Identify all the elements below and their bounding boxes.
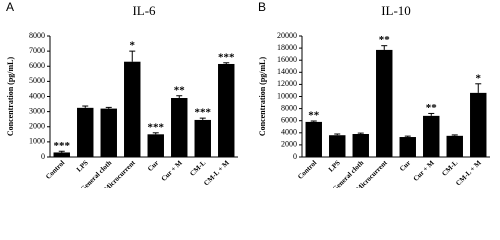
y-tick-label: 6000 [29,61,45,70]
bar [305,121,322,157]
y-tick-label: 0 [41,152,45,161]
bar [194,119,211,157]
significance: ** [308,110,320,122]
x-tick-label: Cur + M [160,159,184,183]
y-tick-label: 10000 [277,91,297,100]
significance: ** [174,84,186,96]
y-tick-label: 16000 [277,55,297,64]
y-tick-label: 2000 [29,122,45,131]
bar [352,134,369,157]
y-tick-label: 20000 [277,31,297,40]
bar [218,63,235,158]
significance: * [476,72,482,84]
y-tick-label: 6000 [281,116,297,125]
x-tick-label: Cur + M [412,159,436,183]
significance: *** [218,51,235,63]
bar [171,98,188,157]
figure: A IL-6 Concentration (pg/mL) 0 1000 2000 3000 4… [6,0,490,188]
x-tick-label: LPS [327,159,342,174]
bar [329,135,346,157]
bar [100,108,117,157]
significance: *** [148,121,165,133]
y-axis-label: Concentration (pg/mL) [6,57,15,137]
significance: ** [426,102,438,114]
y-tick-label: 14000 [277,67,297,76]
chart-title: IL-6 [132,3,156,18]
y-tick-label: 8000 [281,103,297,112]
y-tick-label: 0 [293,152,297,161]
panel-letter: A [6,0,14,14]
y-tick-label: 18000 [277,43,297,52]
panel-letter: B [258,0,266,14]
y-tick-label: 3000 [29,106,45,115]
bar [376,49,393,157]
x-tick-label: Cur [398,159,412,173]
x-tick-label: LPS [75,159,90,174]
x-tick-label: CM-L + M [202,159,231,188]
bar [423,115,440,157]
bar [399,137,416,157]
chart-title: IL-10 [381,3,411,18]
significance: *** [195,107,212,119]
significance: * [130,40,136,52]
bar [53,152,70,157]
bar [77,107,94,157]
y-tick-label: 8000 [29,31,45,40]
bar [470,92,487,157]
bar [124,61,141,157]
y-axis-label: Concentration (pg/mL) [258,57,267,137]
x-tick-label: Cur [146,159,160,173]
x-tick-label: CM-L [440,159,459,178]
y-tick-label: 4000 [29,91,45,100]
x-tick-label: Control [44,159,66,181]
y-tick-label: 1000 [29,137,45,146]
y-tick-label: 12000 [277,79,297,88]
x-tick-label: CM-L + M [454,159,483,188]
significance: *** [54,140,71,152]
x-tick-label: CM-L [188,159,207,178]
significance: ** [379,34,391,46]
bar [446,135,463,157]
y-tick-label: 4000 [281,128,297,137]
y-tick-label: 7000 [29,46,45,55]
x-tick-label: Control [296,159,318,181]
y-tick-label: 2000 [281,140,297,149]
bar [147,134,164,157]
y-tick-label: 5000 [29,76,45,85]
